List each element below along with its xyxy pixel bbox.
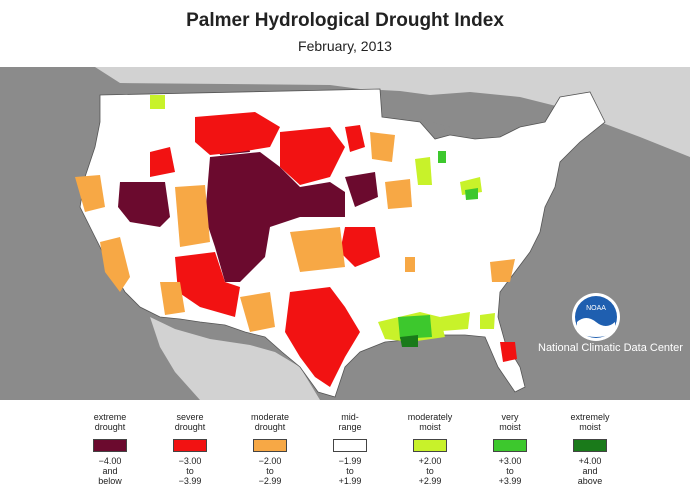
region-moderate-drought	[175, 185, 210, 247]
legend-range: +4.00 and above	[577, 456, 603, 486]
region-severe-drought	[285, 287, 360, 387]
legend-swatch	[413, 439, 447, 452]
legend-label: moderate drought	[250, 412, 290, 432]
region-extreme-drought	[205, 152, 345, 282]
noaa-logo-text: NOAA	[586, 305, 606, 312]
legend-item: moderate drought −2.00 to −2.99	[230, 410, 310, 486]
region-moderately-moist	[415, 157, 432, 185]
region-severe-drought	[500, 342, 517, 362]
region-very-moist	[398, 315, 432, 339]
legend-swatch	[493, 439, 527, 452]
legend-range: −3.00 to −3.99	[178, 456, 202, 486]
legend-label: extreme drought	[93, 412, 127, 432]
region-extreme-drought	[345, 172, 378, 207]
region-moderate-drought	[405, 257, 415, 272]
region-severe-drought	[175, 252, 240, 317]
legend-label: severe drought	[174, 412, 206, 432]
region-severe-drought	[340, 227, 380, 267]
region-extreme-drought	[118, 182, 170, 227]
noaa-logo: NOAA	[572, 293, 620, 341]
legend-item: severe drought −3.00 to −3.99	[150, 410, 230, 486]
region-very-moist	[438, 151, 446, 163]
legend-swatch	[573, 439, 607, 452]
region-severe-drought	[345, 125, 365, 152]
map-title: Palmer Hydrological Drought Index	[186, 10, 504, 31]
region-severe-drought	[150, 147, 175, 177]
region-moderate-drought	[370, 132, 395, 162]
region-moderate-drought	[240, 292, 275, 332]
canada-land	[0, 67, 690, 157]
mexico-land	[150, 317, 320, 400]
legend-label: mid-range	[338, 412, 362, 432]
credit-text: National Climatic Data Center	[538, 342, 683, 354]
legend-item: moderately moist +2.00 to +2.99	[390, 410, 470, 486]
region-moderate-drought	[100, 237, 130, 292]
drought-map	[0, 67, 690, 400]
legend-label: moderately moist	[407, 412, 453, 432]
map-subtitle: February, 2013	[298, 38, 392, 54]
legend-label: extremely moist	[570, 412, 610, 432]
region-moderate-drought	[160, 282, 185, 315]
legend: extreme drought −4.00 and below severe droug…	[70, 410, 630, 488]
legend-swatch	[173, 439, 207, 452]
legend-item: extreme drought −4.00 and below	[70, 410, 150, 486]
legend-range: −2.00 to −2.99	[258, 456, 282, 486]
region-moderate-drought	[290, 227, 345, 272]
legend-item: very moist +3.00 to +3.99	[470, 410, 550, 486]
region-severe-drought	[280, 127, 345, 185]
legend-swatch	[253, 439, 287, 452]
legend-range: −4.00 and below	[98, 456, 122, 486]
legend-label: very moist	[499, 412, 521, 432]
legend-item: extremely moist +4.00 and above	[550, 410, 630, 486]
region-moderately-moist	[480, 313, 495, 329]
legend-range: +2.00 to +2.99	[418, 456, 442, 486]
legend-swatch	[93, 439, 127, 452]
legend-item: mid-range −1.99 to +1.99	[310, 410, 390, 486]
region-moderate-drought	[385, 179, 412, 209]
legend-swatch	[333, 439, 367, 452]
region-moderate-drought	[75, 175, 105, 212]
legend-range: +3.00 to +3.99	[498, 456, 522, 486]
legend-range: −1.99 to +1.99	[338, 456, 362, 486]
region-very-moist	[465, 188, 478, 200]
region-severe-drought	[195, 112, 280, 155]
region-moderate-drought	[490, 259, 515, 282]
region-extremely-moist	[400, 335, 418, 347]
region-moderately-moist	[150, 95, 165, 109]
region-moderately-moist	[440, 312, 470, 331]
